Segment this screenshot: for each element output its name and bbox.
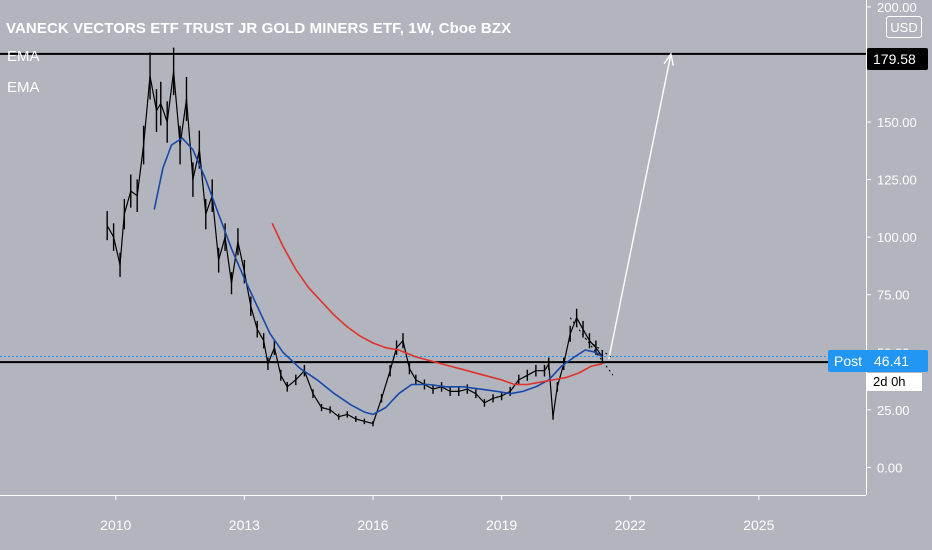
series-ema_slow [271,222,603,386]
x-tick-label-2: 2016 [357,517,388,533]
trendline-2 [584,338,612,358]
y-tick-label-5: 125.00 [877,173,917,188]
x-tick-label-3: 2019 [486,517,517,533]
projection-arrow-head [663,52,674,66]
ema-legend-2[interactable]: EMA [7,79,40,96]
chart-title: VANECK VECTORS ETF TRUST JR GOLD MINERS … [6,20,512,37]
target-price-tag: 179.58 [867,48,928,70]
post-label: Post [828,350,868,372]
projection-arrow [608,53,672,360]
y-tick-label-8: 200.00 [877,0,917,15]
y-tick-label-4: 100.00 [877,230,917,245]
y-tick-label-3: 75.00 [877,288,910,303]
y-tick-label-6: 150.00 [877,115,917,130]
series-ema_fast [153,137,603,416]
x-tick-label-0: 2010 [100,517,131,533]
x-tick-label-4: 2022 [615,517,646,533]
series-price [106,70,603,425]
currency-button[interactable]: USD [886,16,922,38]
x-tick-label-5: 2025 [743,517,774,533]
y-tick-label-0: 0.00 [877,460,902,475]
trendline-1 [569,317,614,376]
ema-legend-1[interactable]: EMA [7,48,40,65]
y-tick-label-1: 25.00 [877,403,910,418]
x-tick-label-1: 2013 [229,517,260,533]
post-price-tag: 46.41 [868,350,928,372]
bar-countdown: 2d 0h [867,373,922,391]
